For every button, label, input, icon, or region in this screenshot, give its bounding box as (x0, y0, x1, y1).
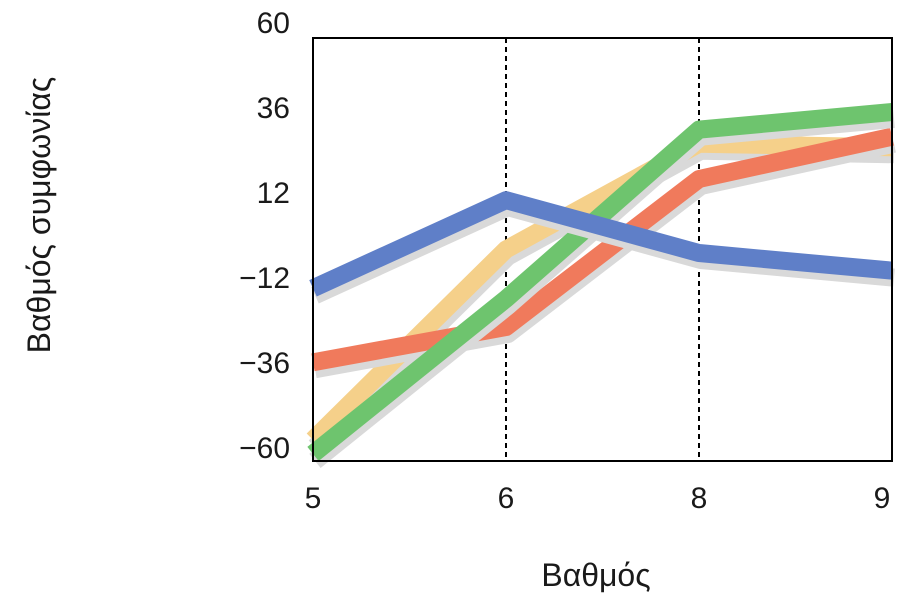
series-line-3 (307, 103, 893, 461)
y-tick-label: 12 (257, 177, 290, 210)
y-tick-label: 60 (257, 7, 290, 40)
plot-frame (312, 37, 893, 462)
y-tick-label: 36 (257, 92, 290, 125)
y-tick-label: −12 (239, 262, 290, 295)
series-line-2 (311, 127, 894, 372)
y-axis-title: Βαθμός συμφωνίας (21, 77, 57, 354)
y-tick-label: −36 (239, 347, 290, 380)
x-tick-label: 9 (874, 482, 891, 515)
x-axis-title: Βαθμός (541, 557, 650, 593)
x-tick-label: 8 (691, 482, 708, 515)
plot-area (306, 38, 896, 468)
x-tick-label: 5 (305, 482, 322, 515)
y-tick-label: −60 (239, 432, 290, 465)
series-line-4 (309, 191, 893, 297)
x-tick-label: 6 (498, 482, 515, 515)
